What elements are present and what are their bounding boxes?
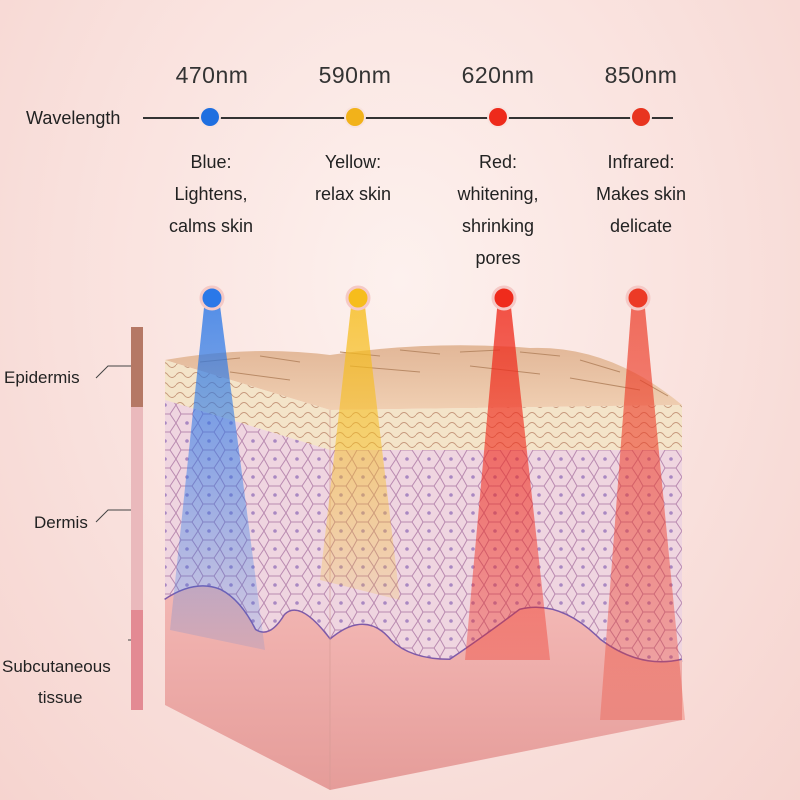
yellow-beam: [320, 298, 400, 600]
red-dot: [489, 108, 507, 126]
blue-source-dot: [199, 285, 225, 311]
subcutaneous-layer-front: [330, 608, 682, 790]
yellow-dot: [346, 108, 364, 126]
blue-dot: [201, 108, 219, 126]
epidermis-leader: [95, 365, 131, 379]
yellow-source-dot: [345, 285, 371, 311]
epidermis-label: Epidermis: [4, 368, 80, 387]
blue-beam: [170, 298, 265, 650]
wavelength-620-label: 620nm: [461, 62, 535, 88]
dermis-label: Dermis: [34, 513, 88, 532]
infrared-dot: [632, 108, 650, 126]
subcutaneous-bar: [131, 610, 143, 710]
wavelength-850-label: 850nm: [604, 62, 678, 88]
yellow-description: Yellow: relax skin: [314, 152, 392, 204]
wavelength-label: Wavelength: [26, 108, 121, 128]
red-beam: [465, 298, 550, 660]
epidermis-bar: [131, 327, 143, 407]
infrared-beam: [600, 298, 685, 720]
epidermis-layer: [165, 360, 682, 450]
red-source-dot: [491, 285, 517, 311]
infrared-source-dot: [625, 285, 651, 311]
red-description: Red: whitening, shrinking pores: [457, 152, 539, 268]
subcutaneous-label: Subcutaneous: [2, 657, 111, 676]
wavelength-590-label: 590nm: [318, 62, 392, 88]
tissue-label: tissue: [38, 688, 83, 707]
dermis-bar: [131, 407, 143, 610]
dermis-leader: [95, 509, 131, 523]
infrared-description: Infrared: Makes skin delicate: [595, 152, 687, 236]
blue-description: Blue: Lightens, calms skin: [168, 152, 254, 236]
wavelength-axis: [143, 117, 673, 119]
wavelength-470-label: 470nm: [175, 62, 249, 88]
